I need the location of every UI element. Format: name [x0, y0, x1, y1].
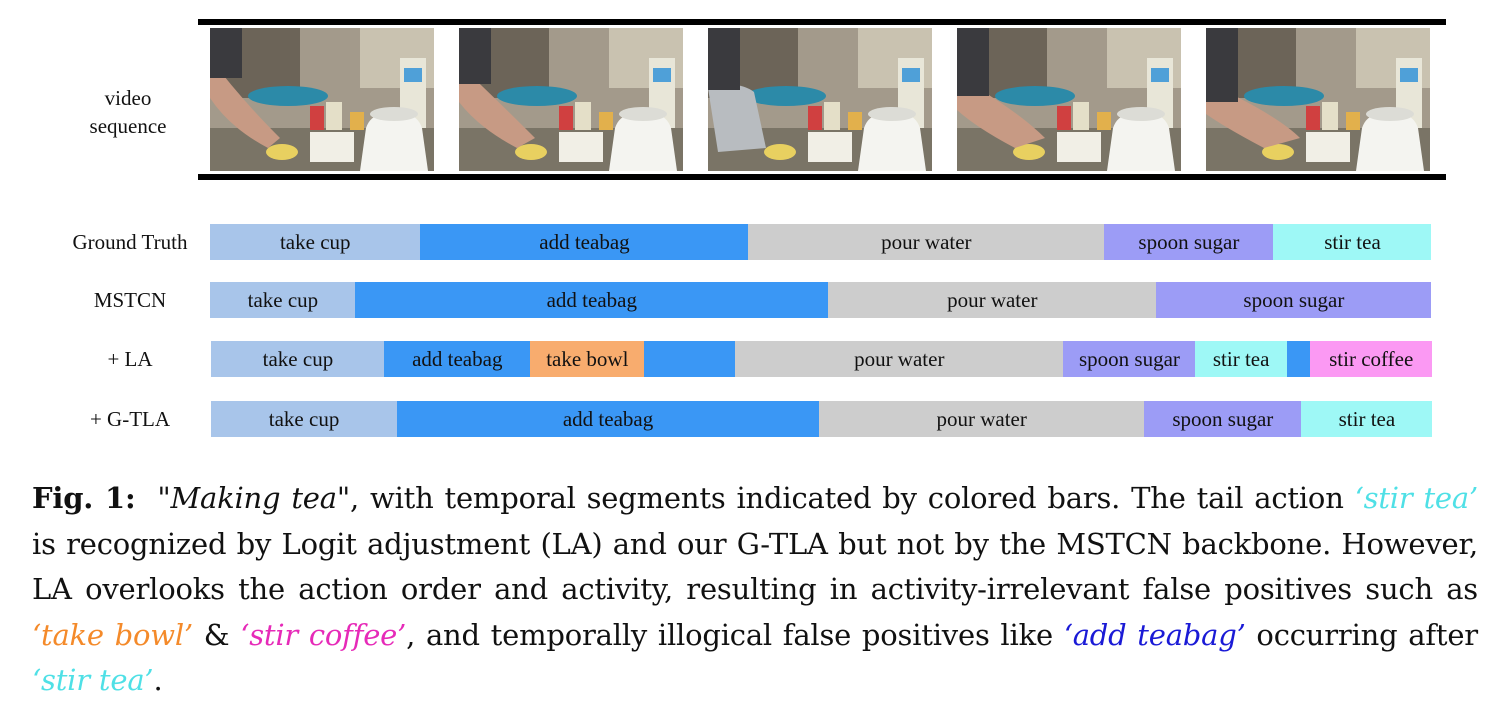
caption-quote-take-bowl: ‘take bowl’	[32, 617, 194, 652]
action-segment: stir coffee	[1309, 341, 1433, 377]
caption-fig-number: Fig. 1:	[32, 481, 136, 515]
action-segment: spoon sugar	[1103, 224, 1274, 260]
action-segment: take cup	[211, 341, 385, 377]
action-segment: take cup	[210, 282, 356, 318]
action-segment: add teabag	[420, 224, 749, 260]
action-segment: pour water	[819, 401, 1145, 437]
action-segment	[1286, 341, 1311, 377]
kitchen-scene-image	[1206, 28, 1430, 171]
filmstrip-top-rail	[198, 19, 1446, 25]
kitchen-scene-image	[210, 28, 434, 171]
action-segment: stir tea	[1301, 401, 1433, 437]
video-frame	[210, 28, 434, 171]
row-label: + LA	[107, 347, 153, 371]
segment-bar: take cup add teabag pour water spoon sugar	[210, 282, 1432, 318]
caption-text-6: .	[153, 663, 163, 697]
caption-quote-add-teabag: ‘add teabag’	[1063, 617, 1246, 652]
caption-text-1: , with temporal segments indicated by co…	[349, 481, 1355, 515]
caption-text-3: &	[193, 617, 241, 652]
video-label-line2: sequence	[89, 114, 167, 138]
action-segment: take cup	[210, 224, 421, 260]
action-segment: stir tea	[1273, 224, 1432, 260]
action-segment: pour water	[734, 341, 1064, 377]
kitchen-scene-image	[957, 28, 1181, 171]
action-segment: add teabag	[396, 401, 820, 437]
action-segment: spoon sugar	[1156, 282, 1432, 318]
video-frame	[708, 28, 932, 171]
row-label: MSTCN	[93, 288, 167, 312]
action-segment: spoon sugar	[1063, 341, 1196, 377]
video-filmstrip	[198, 18, 1446, 182]
action-segment: add teabag	[384, 341, 531, 377]
action-segment: add teabag	[355, 282, 829, 318]
segment-bar: take cup add teabag pour water spoon sugar s…	[210, 224, 1432, 260]
action-segment: pour water	[748, 224, 1105, 260]
video-frame	[957, 28, 1181, 171]
segment-bar: take cup add teabag pour water spoon sugar s…	[211, 401, 1433, 437]
video-frame	[459, 28, 683, 171]
video-label-line1: video	[104, 86, 152, 110]
video-frame	[1206, 28, 1430, 171]
filmstrip-bottom-rail	[198, 174, 1446, 180]
action-segment	[644, 341, 736, 377]
action-segment: spoon sugar	[1143, 401, 1302, 437]
video-sequence-label: video sequence	[72, 84, 184, 140]
row-label: Ground Truth	[72, 230, 188, 254]
caption-text-5: occurring after	[1245, 617, 1478, 652]
row-label: + G-TLA	[89, 407, 171, 431]
caption-quote-stir-tea: ‘stir tea’	[1354, 481, 1479, 515]
kitchen-scene-image	[459, 28, 683, 171]
caption-title: "Making tea"	[157, 481, 350, 515]
kitchen-scene-image	[708, 28, 932, 171]
action-segment: take bowl	[529, 341, 645, 377]
segment-bar: take cup add teabag take bowl pour water spo…	[211, 341, 1433, 377]
caption-quote-stir-coffee: ‘stir coffee’	[240, 617, 407, 652]
action-segment: stir tea	[1195, 341, 1288, 377]
action-segment: take cup	[211, 401, 398, 437]
figure-caption: Fig. 1: "Making tea", with temporal segm…	[32, 476, 1478, 704]
caption-text-2: is recognized by Logit adjustment (LA) a…	[32, 526, 1478, 607]
caption-text-4: , and temporally illogical false positiv…	[406, 617, 1064, 652]
caption-quote-stir-tea-2: ‘stir tea’	[32, 663, 154, 697]
action-segment: pour water	[827, 282, 1157, 318]
